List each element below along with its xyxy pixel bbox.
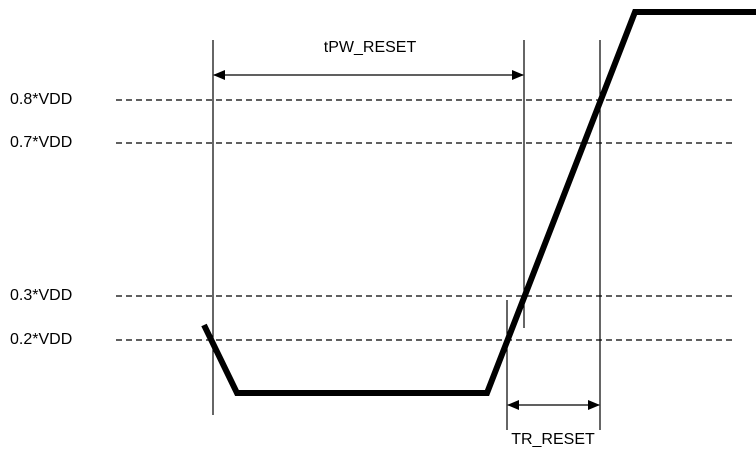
level-label: 0.8*VDD [10,91,72,108]
level-label: 0.2*VDD [10,331,72,348]
level-label: 0.3*VDD [10,287,72,304]
annotation: tPW_RESET [324,39,417,56]
level-label: 0.7*VDD [10,134,72,151]
annotation: TR_RESET [511,431,595,448]
reset-waveform [201,9,756,396]
